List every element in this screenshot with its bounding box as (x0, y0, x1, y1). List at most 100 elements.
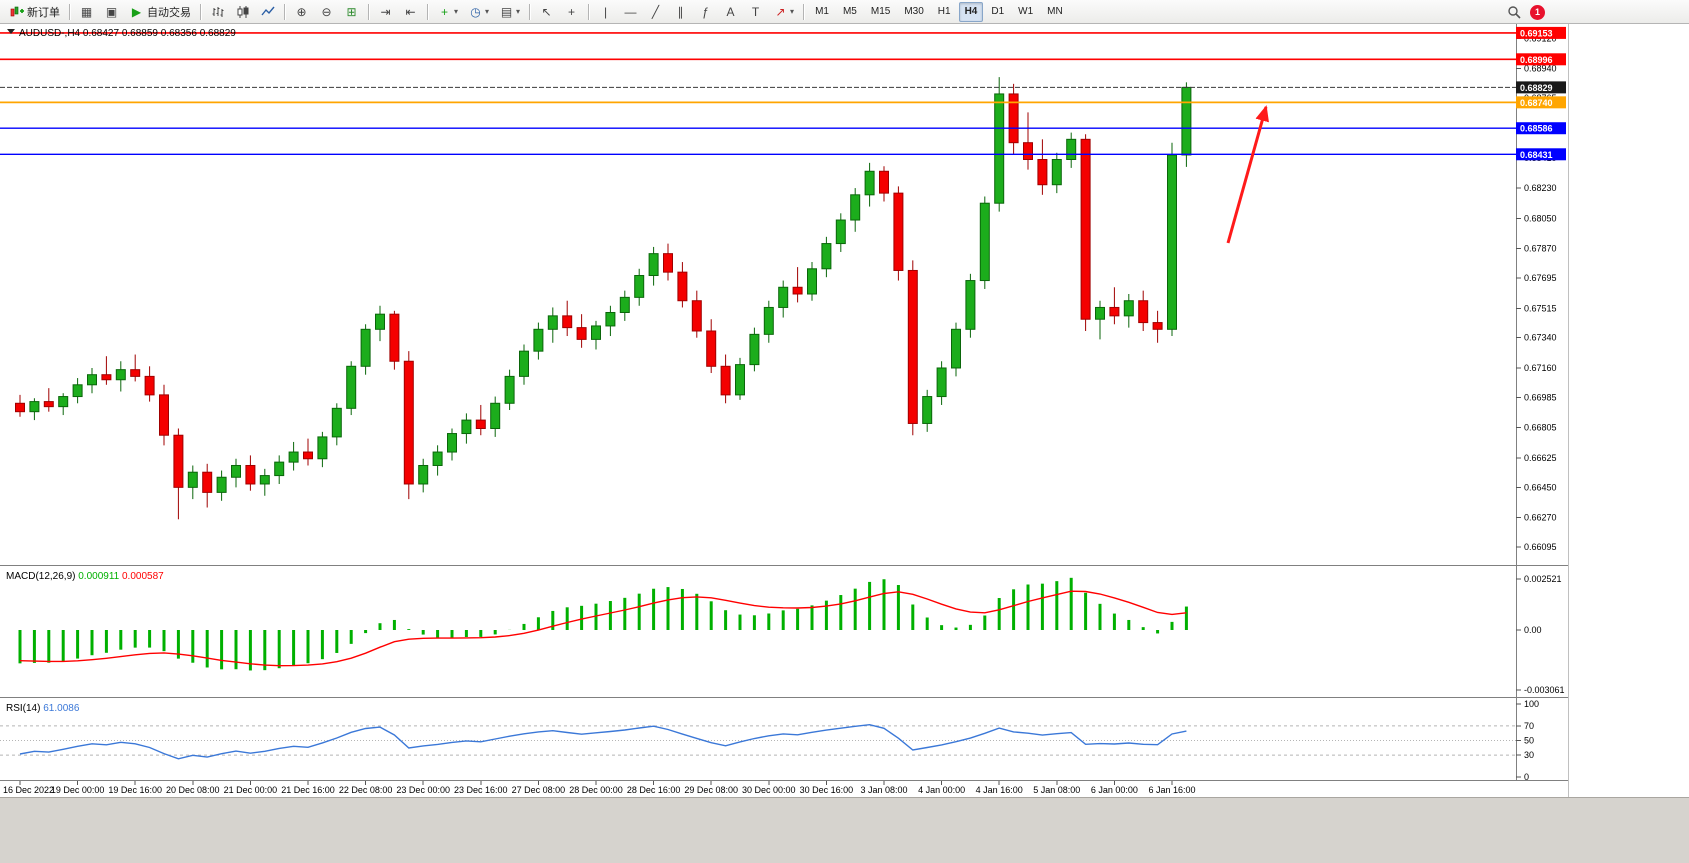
horizontal-line-icon: — (624, 4, 637, 19)
svg-text:0.67870: 0.67870 (1524, 244, 1557, 254)
svg-text:0.68586: 0.68586 (1520, 124, 1553, 134)
candlestick-icon (235, 5, 250, 19)
crosshair-icon: + (568, 4, 576, 19)
horizontal-line-0.69153[interactable]: 0.69153 (0, 26, 1566, 39)
svg-text:0.68829: 0.68829 (1520, 83, 1553, 93)
svg-text:22 Dec 08:00: 22 Dec 08:00 (339, 785, 393, 795)
timeframe-mn[interactable]: MN (1047, 6, 1063, 17)
indicators-icon: + (440, 4, 448, 19)
macd-histogram (18, 577, 1188, 671)
horizontal-line-0.68431[interactable]: 0.68431 (0, 148, 1566, 161)
toolbar: 新订单 ▦ ▣ ▶ 自动交易 ⊕ ⊖ ⊞ ⇥ ⇤ + ▾ ◷ ▾ ▤ ▾ ↖ + | — ╱ ∥ ƒ A T ↗ ▾ M1 M5 M15… (0, 0, 1689, 24)
arrow-annotation[interactable] (1226, 105, 1269, 244)
vertical-line-icon: | (603, 4, 608, 19)
zoom-in-button[interactable]: ⊕ (290, 1, 313, 23)
timeframe-h4[interactable]: H4 (958, 1, 984, 22)
cursor-button[interactable]: ↖ (535, 1, 558, 23)
crosshair-button[interactable]: + (560, 1, 583, 23)
chart-window-icon: ▦ (80, 4, 93, 19)
timeframe-m30[interactable]: M30 (904, 6, 924, 17)
svg-text:MACD(12,26,9) 0.000911 0.00058: MACD(12,26,9) 0.000911 0.000587 (6, 571, 164, 582)
timeframe-m5[interactable]: M5 (842, 6, 857, 17)
zoom-out-icon: ⊖ (321, 4, 332, 19)
svg-text:6 Jan 16:00: 6 Jan 16:00 (1148, 785, 1195, 795)
horizontal-line-0.68586[interactable]: 0.68586 (0, 122, 1566, 135)
new-order-icon (9, 5, 24, 19)
channel-icon: ∥ (677, 4, 684, 19)
new-chart-button[interactable]: ▦ (75, 1, 98, 23)
svg-text:AUDUSD-,H4 0.68427 0.68859 0.6: AUDUSD-,H4 0.68427 0.68859 0.68356 0.688… (19, 28, 236, 39)
chevron-down-icon: ▾ (485, 7, 490, 16)
profiles-button[interactable]: ▣ (100, 1, 123, 23)
chart-shift-button[interactable]: ⇤ (399, 1, 422, 23)
svg-text:-0.003061: -0.003061 (1524, 685, 1565, 695)
svg-text:6 Jan 00:00: 6 Jan 00:00 (1091, 785, 1138, 795)
arrows-button[interactable]: ↗ ▾ (769, 1, 798, 23)
svg-text:4 Jan 16:00: 4 Jan 16:00 (976, 785, 1023, 795)
svg-text:19 Dec 16:00: 19 Dec 16:00 (108, 785, 162, 795)
svg-text:0.68050: 0.68050 (1524, 213, 1557, 223)
auto-trading-button[interactable]: ▶ 自动交易 (125, 1, 195, 23)
search-icon[interactable] (1506, 5, 1521, 19)
svg-text:0.67160: 0.67160 (1524, 363, 1557, 373)
chart-background (0, 24, 1568, 797)
new-order-button[interactable]: 新订单 (5, 1, 64, 23)
symbol-info-label: AUDUSD-,H4 0.68427 0.68859 0.68356 0.688… (7, 28, 236, 39)
fibonacci-button[interactable]: ƒ (694, 1, 717, 23)
templates-button[interactable]: ▤ ▾ (495, 1, 524, 23)
horizontal-line-0.68996[interactable]: 0.68996 (0, 53, 1566, 66)
template-icon: ▤ (500, 4, 513, 19)
text-icon: A (726, 4, 735, 19)
auto-scroll-button[interactable]: ⇥ (374, 1, 397, 23)
toolbar-separator (368, 3, 369, 20)
text-button[interactable]: A (719, 1, 742, 23)
svg-text:50: 50 (1524, 736, 1534, 746)
svg-text:30 Dec 00:00: 30 Dec 00:00 (742, 785, 796, 795)
line-chart-button[interactable] (256, 1, 279, 23)
svg-text:0: 0 (1524, 772, 1529, 782)
svg-text:0.68230: 0.68230 (1524, 183, 1557, 193)
line-chart-icon (260, 5, 275, 19)
rsi-panel: RSI(14) 61.0086 100 70 50 30 0 (0, 699, 1539, 782)
vertical-line-button[interactable]: | (594, 1, 617, 23)
chart-shift-icon: ⇤ (405, 4, 416, 19)
timeframe-m15[interactable]: M15 (870, 6, 891, 17)
indicators-button[interactable]: + ▾ (433, 1, 462, 23)
periods-button[interactable]: ◷ ▾ (464, 1, 493, 23)
notification-badge[interactable]: 1 (1530, 4, 1545, 20)
svg-text:0.66985: 0.66985 (1524, 392, 1557, 402)
timeframe-d1[interactable]: D1 (991, 6, 1005, 17)
tile-windows-button[interactable]: ⊞ (340, 1, 363, 23)
toolbar-separator (529, 3, 531, 20)
svg-text:5 Jan 08:00: 5 Jan 08:00 (1033, 785, 1080, 795)
svg-text:21 Dec 16:00: 21 Dec 16:00 (281, 785, 335, 795)
macd-label: MACD(12,26,9) 0.000911 0.000587 0.002521 0… (6, 571, 1565, 695)
bottom-status-strip (0, 797, 1689, 863)
toolbar-separator (200, 3, 201, 20)
svg-text:23 Dec 16:00: 23 Dec 16:00 (454, 785, 508, 795)
candlestick-chart-button[interactable] (231, 1, 254, 23)
timeframe-m1[interactable]: M1 (815, 6, 829, 17)
svg-text:0.67515: 0.67515 (1524, 303, 1557, 313)
svg-text:28 Dec 00:00: 28 Dec 00:00 (569, 785, 623, 795)
timeframe-h1[interactable]: H1 (937, 6, 951, 17)
channel-button[interactable]: ∥ (669, 1, 692, 23)
text-label-icon: T (751, 4, 760, 19)
rsi-line (19, 723, 1187, 760)
horizontal-line-button[interactable]: — (619, 1, 642, 23)
bar-chart-button[interactable] (206, 1, 229, 23)
bid-price-line: 0.68829 (0, 81, 1566, 94)
text-label-button[interactable]: T (744, 1, 767, 23)
svg-text:0.69153: 0.69153 (1520, 28, 1553, 38)
toolbar-separator (803, 3, 805, 20)
chevron-down-icon[interactable] (7, 29, 15, 34)
trendline-button[interactable]: ╱ (644, 1, 667, 23)
zoom-out-button[interactable]: ⊖ (315, 1, 338, 23)
fibonacci-icon: ƒ (702, 4, 709, 19)
toolbar-right-group: 1 (1506, 0, 1545, 24)
auto-scroll-icon: ⇥ (380, 4, 391, 19)
tile-windows-icon: ⊞ (346, 4, 357, 19)
timeframe-w1[interactable]: W1 (1018, 6, 1034, 17)
horizontal-line-0.68740[interactable]: 0.68740 (0, 96, 1566, 109)
